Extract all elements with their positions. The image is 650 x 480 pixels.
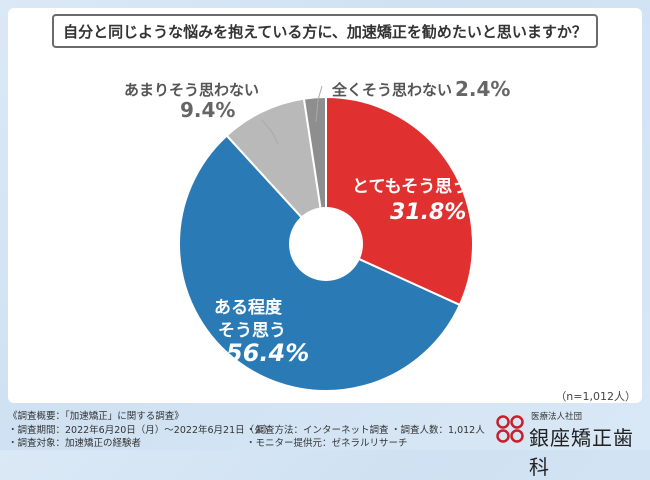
question-title: 自分と同じような悩みを抱えている方に、加速矯正を勧めたいと思いますか？	[52, 14, 598, 48]
clinic-logo-subtitle: 医療法人社団	[531, 412, 583, 422]
label-mattaku: 全くそう思わない	[332, 81, 453, 99]
footer-target: ・調査対象：加速矯正の経験者	[8, 438, 142, 449]
label-aru-line1: ある程度	[214, 298, 282, 318]
footer-provider: ・モニター提供元：ゼネラルリサーチ	[246, 438, 408, 449]
clinic-logo-mark	[496, 415, 524, 443]
label-amari: あまりそう思わない	[124, 81, 260, 99]
donut-chart	[178, 85, 474, 392]
slice-amari	[225, 97, 328, 248]
footer-count: ・調査人数：1,012人	[391, 425, 485, 436]
survey-footer: 《調査概要：「加速矯正」に関する調査》 ・調査期間：2022年6月20日（月）〜…	[8, 408, 642, 450]
value-aru: 56.4%	[226, 339, 310, 367]
slice-mattaku	[302, 95, 327, 245]
clinic-logo-name: 銀座矯正歯科	[529, 426, 634, 479]
footer-method: ・調査方法：インターネット調査	[246, 425, 389, 436]
slice-totemo	[325, 95, 474, 307]
label-totemo: とてもそう思う	[352, 177, 470, 197]
label-aru-line2: そう思う	[218, 321, 286, 341]
footer-period: ・調査期間：2022年6月20日（月）〜2022年6月21日（火）	[8, 425, 274, 436]
footer-overview: 《調査概要：「加速矯正」に関する調査》	[8, 411, 184, 422]
value-totemo: 31.8%	[390, 200, 467, 225]
leader-line-mattaku	[315, 85, 323, 123]
leader-line-amari	[261, 119, 279, 145]
clinic-logo: 医療法人社団 銀座矯正歯科	[495, 410, 645, 479]
donut-hole	[289, 207, 363, 281]
value-mattaku: 2.4%	[455, 77, 511, 101]
value-amari: 9.4%	[180, 98, 236, 122]
sample-size-note: （n=1,012人）	[555, 390, 636, 403]
